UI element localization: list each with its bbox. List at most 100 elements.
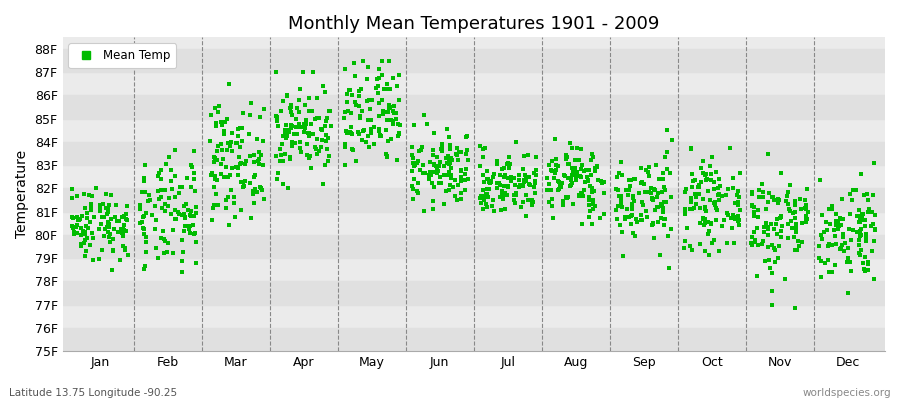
Point — [184, 230, 198, 236]
Point — [767, 197, 781, 204]
Point — [551, 163, 565, 169]
Point — [518, 172, 533, 178]
Point — [701, 219, 716, 225]
Point — [385, 108, 400, 114]
Point — [230, 172, 245, 178]
Point — [845, 197, 859, 204]
Point — [712, 191, 726, 197]
Point — [172, 211, 186, 218]
Point — [688, 194, 703, 200]
Point — [145, 212, 159, 218]
Point — [284, 104, 298, 110]
Point — [610, 203, 625, 209]
Point — [814, 232, 828, 238]
Point — [702, 252, 716, 258]
Point — [475, 206, 490, 212]
Point — [500, 160, 515, 167]
Point — [497, 165, 511, 171]
Point — [657, 222, 671, 228]
Point — [230, 139, 244, 146]
Point — [659, 199, 673, 205]
Point — [139, 234, 153, 240]
Point — [516, 198, 530, 205]
Point — [189, 210, 203, 216]
Point — [545, 168, 560, 174]
Point — [135, 225, 149, 231]
Point — [431, 180, 446, 186]
Point — [271, 122, 285, 129]
Point — [727, 216, 742, 222]
Point — [387, 110, 401, 116]
Point — [490, 161, 504, 167]
Point — [415, 144, 429, 150]
Point — [102, 221, 116, 227]
Point — [684, 184, 698, 190]
Point — [392, 130, 407, 136]
Point — [851, 218, 866, 225]
Point — [406, 155, 420, 162]
Point — [86, 193, 100, 199]
Point — [725, 215, 740, 222]
Point — [292, 145, 307, 152]
Point — [642, 164, 656, 170]
Point — [799, 218, 814, 225]
Point — [74, 243, 88, 249]
Point — [585, 151, 599, 158]
Point — [189, 239, 203, 245]
Point — [187, 188, 202, 194]
Point — [301, 130, 315, 136]
Point — [269, 69, 284, 76]
Point — [726, 212, 741, 218]
Point — [544, 166, 558, 173]
Point — [483, 179, 498, 186]
Point — [80, 224, 94, 231]
Point — [187, 148, 202, 154]
Point — [426, 206, 440, 212]
Point — [352, 88, 366, 94]
Point — [509, 139, 524, 145]
Point — [347, 99, 362, 106]
Point — [443, 146, 457, 152]
Point — [475, 171, 490, 178]
Point — [564, 176, 579, 182]
Point — [238, 160, 253, 167]
Point — [362, 97, 376, 103]
Point — [276, 132, 291, 139]
Point — [372, 66, 386, 72]
Point — [756, 189, 770, 195]
Point — [148, 226, 163, 232]
Point — [616, 228, 630, 235]
Point — [312, 115, 327, 121]
Point — [585, 189, 599, 196]
Point — [644, 196, 659, 202]
Point — [486, 197, 500, 204]
Point — [429, 154, 444, 160]
Point — [630, 219, 644, 226]
Point — [93, 208, 107, 214]
Point — [529, 154, 544, 160]
Point — [487, 208, 501, 214]
Point — [353, 115, 367, 121]
Point — [711, 176, 725, 182]
Point — [104, 192, 118, 198]
Point — [458, 170, 473, 177]
Point — [597, 179, 611, 185]
Point — [254, 152, 268, 158]
Point — [389, 116, 403, 122]
Point — [518, 213, 533, 220]
Point — [575, 190, 590, 196]
Point — [680, 225, 695, 231]
Point — [93, 206, 107, 212]
Point — [798, 215, 813, 221]
Point — [518, 175, 533, 182]
Point — [656, 170, 670, 176]
Point — [786, 210, 800, 217]
Point — [443, 159, 457, 166]
Point — [646, 196, 661, 203]
Point — [355, 137, 369, 143]
Point — [296, 129, 310, 135]
Point — [827, 262, 842, 268]
Point — [519, 176, 534, 182]
Point — [623, 182, 637, 189]
Point — [105, 247, 120, 254]
